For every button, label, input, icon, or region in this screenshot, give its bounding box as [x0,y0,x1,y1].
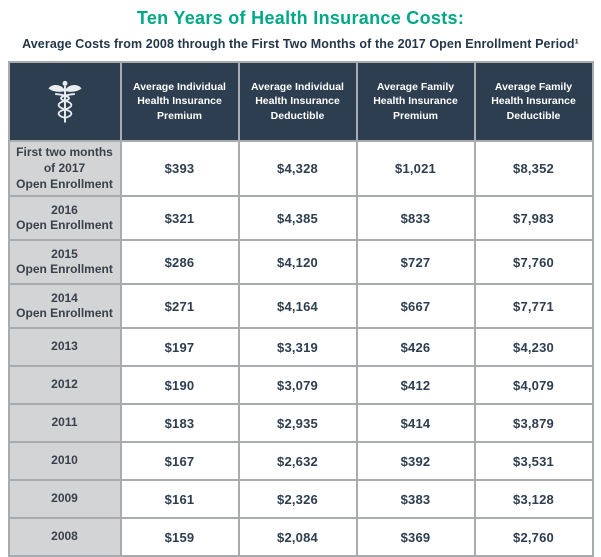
table-row: 2011 $183 $2,935 $414 $3,879 [7,403,594,444]
row-label: 2009 [7,479,122,520]
value-cell: $7,771 [473,283,594,330]
column-header: Average Family Health Insurance Deductib… [473,60,594,143]
value-cell: $2,935 [237,403,358,444]
value-cell: $4,385 [237,195,358,242]
table-row: 2008 $159 $2,084 $369 $2,760 [7,517,594,557]
value-cell: $393 [119,140,240,198]
table-row: 2010 $167 $2,632 $392 $3,531 [7,441,594,482]
value-cell: $4,164 [237,283,358,330]
caduceus-icon [48,80,81,123]
value-cell: $2,084 [237,517,358,557]
insurance-costs-table: Average Individual Health Insurance Prem… [7,60,594,557]
value-cell: $727 [355,239,476,286]
value-cell: $197 [119,327,240,368]
value-cell: $2,326 [237,479,358,520]
row-label: 2016 Open Enrollment [7,195,122,242]
value-cell: $4,230 [473,327,594,368]
value-cell: $3,079 [237,365,358,406]
value-cell: $4,328 [237,140,358,198]
value-cell: $167 [119,441,240,482]
value-cell: $7,983 [473,195,594,242]
value-cell: $8,352 [473,140,594,198]
row-label: 2008 [7,517,122,557]
value-cell: $426 [355,327,476,368]
value-cell: $3,128 [473,479,594,520]
value-cell: $392 [355,441,476,482]
column-header: Average Family Health Insurance Premium [355,60,476,143]
value-cell: $159 [119,517,240,557]
value-cell: $271 [119,283,240,330]
row-label: First two months of 2017 Open Enrollment [7,140,122,198]
column-header: Average Individual Health Insurance Prem… [119,60,240,143]
value-cell: $321 [119,195,240,242]
table-row: 2013 $197 $3,319 $426 $4,230 [7,327,594,368]
caduceus-icon-cell [7,60,122,143]
table-header-row: Average Individual Health Insurance Prem… [7,60,594,143]
table-row: 2015 Open Enrollment $286 $4,120 $727 $7,760 [7,239,594,286]
table-row: 2009 $161 $2,326 $383 $3,128 [7,479,594,520]
table-row: 2014 Open Enrollment $271 $4,164 $667 $7,771 [7,283,594,330]
value-cell: $369 [355,517,476,557]
value-cell: $286 [119,239,240,286]
table-row: 2012 $190 $3,079 $412 $4,079 [7,365,594,406]
value-cell: $833 [355,195,476,242]
value-cell: $4,120 [237,239,358,286]
value-cell: $667 [355,283,476,330]
table-body: First two months of 2017 Open Enrollment… [7,140,594,557]
value-cell: $2,632 [237,441,358,482]
value-cell: $412 [355,365,476,406]
row-label: 2011 [7,403,122,444]
value-cell: $190 [119,365,240,406]
value-cell: $3,531 [473,441,594,482]
table-row: First two months of 2017 Open Enrollment… [7,140,594,198]
value-cell: $1,021 [355,140,476,198]
value-cell: $4,079 [473,365,594,406]
value-cell: $414 [355,403,476,444]
page-subtitle: Average Costs from 2008 through the Firs… [22,37,579,51]
value-cell: $2,760 [473,517,594,557]
value-cell: $7,760 [473,239,594,286]
row-label: 2010 [7,441,122,482]
value-cell: $3,879 [473,403,594,444]
row-label: 2013 [7,327,122,368]
value-cell: $383 [355,479,476,520]
row-label: 2012 [7,365,122,406]
value-cell: $183 [119,403,240,444]
table-row: 2016 Open Enrollment $321 $4,385 $833 $7,983 [7,195,594,242]
row-label: 2014 Open Enrollment [7,283,122,330]
value-cell: $161 [119,479,240,520]
value-cell: $3,319 [237,327,358,368]
row-label: 2015 Open Enrollment [7,239,122,286]
column-header: Average Individual Health Insurance Dedu… [237,60,358,143]
page-title: Ten Years of Health Insurance Costs: [136,8,465,28]
